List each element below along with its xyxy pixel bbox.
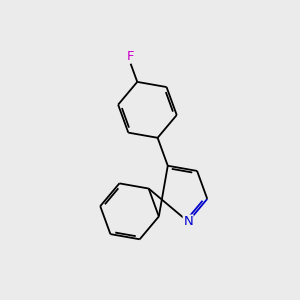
Text: F: F (127, 50, 134, 63)
Text: N: N (183, 215, 193, 228)
